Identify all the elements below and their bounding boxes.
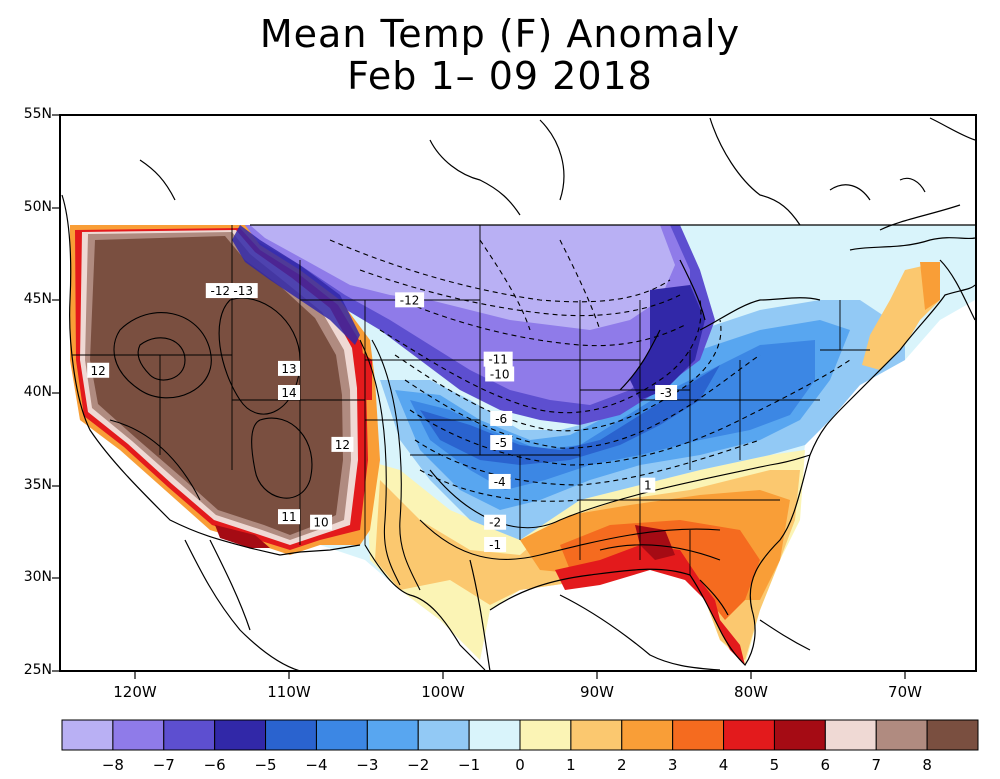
contour-label: -10 — [485, 366, 515, 382]
svg-text:-1: -1 — [489, 538, 501, 552]
contour-label: 13 — [278, 360, 300, 376]
lat-label-50n: 50N — [23, 199, 52, 215]
svg-text:-5: -5 — [495, 436, 507, 450]
lon-label-120w: 120W — [113, 683, 157, 701]
legend-swatch — [214, 719, 267, 751]
lat-label-30n: 30N — [23, 569, 52, 585]
legend-swatch — [112, 719, 165, 751]
lon-label-90w: 90W — [580, 683, 614, 701]
contour-label: -2 — [484, 514, 507, 530]
legend-swatch — [61, 719, 114, 751]
legend-label: −7 — [152, 756, 175, 774]
legend-swatch — [570, 719, 623, 751]
legend-swatch — [824, 719, 877, 751]
legend-swatch — [926, 719, 979, 751]
lat-label-40n: 40N — [23, 384, 52, 400]
svg-text:12: 12 — [91, 364, 106, 378]
svg-text:-11: -11 — [488, 353, 508, 367]
svg-text:11: 11 — [281, 510, 296, 524]
legend-swatch — [773, 719, 826, 751]
legend-swatch — [875, 719, 928, 751]
svg-text:1: 1 — [644, 479, 652, 493]
legend-label: −6 — [203, 756, 226, 774]
contour-label: -13 — [228, 283, 258, 299]
svg-text:12: 12 — [335, 438, 350, 452]
legend-swatch — [519, 719, 572, 751]
lat-label-35n: 35N — [23, 477, 52, 493]
legend-label: 2 — [616, 756, 627, 774]
legend-swatch — [417, 719, 470, 751]
legend-label: 4 — [718, 756, 729, 774]
axis-ticks — [52, 114, 906, 679]
contour-label: -6 — [490, 410, 513, 426]
coastlines — [61, 117, 976, 671]
contour-label: -4 — [488, 473, 511, 489]
legend-swatch — [163, 719, 216, 751]
legend-label: −3 — [356, 756, 379, 774]
contour-label: -3 — [655, 385, 678, 400]
lon-label-70w: 70W — [888, 683, 922, 701]
contour-label: -12 — [205, 283, 235, 299]
legend-swatch — [468, 719, 521, 751]
lon-label-110w: 110W — [267, 683, 311, 701]
lon-label-80w: 80W — [734, 683, 768, 701]
contour-label: 11 — [278, 509, 300, 525]
legend-swatch — [366, 719, 419, 751]
legend-label: −8 — [101, 756, 124, 774]
contour-label: 10 — [310, 514, 333, 530]
contour-label: -1 — [484, 536, 507, 552]
svg-text:-2: -2 — [489, 516, 501, 530]
legend-swatch — [315, 719, 368, 751]
lat-label-25n: 25N — [23, 662, 52, 678]
svg-text:-12: -12 — [210, 284, 230, 298]
map-title: Mean Temp (F) Anomaly — [259, 12, 741, 56]
legend-swatch — [723, 719, 775, 751]
map-date-range: Feb 1– 09 2018 — [347, 54, 653, 98]
contour-label: 1 — [640, 477, 656, 493]
lat-label-45n: 45N — [23, 291, 52, 307]
legend-label: 7 — [871, 756, 881, 774]
legend-label: 1 — [566, 756, 576, 774]
legend-label: −1 — [458, 756, 481, 774]
legend-label: 0 — [515, 756, 525, 774]
svg-text:-3: -3 — [660, 386, 672, 400]
svg-text:10: 10 — [313, 516, 328, 530]
svg-text:-4: -4 — [494, 475, 506, 489]
svg-text:13: 13 — [281, 362, 296, 376]
contour-label: 12 — [331, 436, 354, 452]
legend-label: 6 — [820, 756, 831, 774]
legend-label: −5 — [254, 756, 277, 774]
lon-label-100w: 100W — [421, 683, 465, 701]
lat-label-55n: 55N — [23, 106, 52, 122]
contour-label: -12 — [395, 292, 425, 308]
color-legend — [61, 719, 979, 751]
contour-label: 12 — [87, 362, 110, 378]
contour-label: -5 — [490, 435, 513, 451]
svg-text:-12: -12 — [400, 293, 420, 307]
legend-swatch — [265, 719, 317, 751]
legend-label: −4 — [305, 756, 328, 774]
svg-text:-10: -10 — [490, 367, 510, 381]
legend-swatch — [672, 719, 725, 751]
svg-text:14: 14 — [281, 386, 296, 400]
svg-text:-6: -6 — [495, 412, 507, 426]
legend-label: 3 — [667, 756, 678, 774]
legend-label: 8 — [922, 756, 932, 774]
contour-label: -11 — [483, 351, 513, 367]
legend-label: 5 — [769, 756, 780, 774]
contour-label: 14 — [278, 385, 300, 400]
svg-text:-13: -13 — [233, 284, 253, 298]
legend-swatch — [621, 719, 674, 751]
legend-label: −2 — [407, 756, 430, 774]
